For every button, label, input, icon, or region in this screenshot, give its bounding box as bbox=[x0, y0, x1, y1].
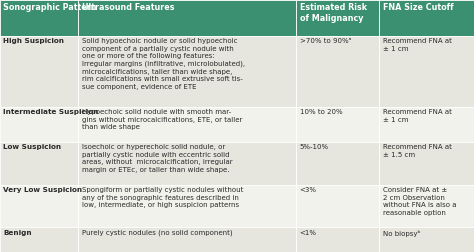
Bar bbox=[78, 142, 296, 185]
Bar bbox=[78, 227, 296, 252]
Bar bbox=[379, 227, 474, 252]
Text: Very Low Suspicion: Very Low Suspicion bbox=[3, 187, 82, 193]
Bar bbox=[78, 185, 296, 227]
Bar bbox=[296, 185, 379, 227]
Bar bbox=[379, 142, 474, 185]
Bar bbox=[296, 0, 379, 36]
Bar bbox=[296, 107, 379, 142]
Text: Low Suspicion: Low Suspicion bbox=[3, 144, 62, 150]
Bar bbox=[379, 36, 474, 107]
Bar bbox=[379, 0, 474, 36]
Text: No biopsyᵇ: No biopsyᵇ bbox=[383, 230, 420, 237]
Text: Spongiform or partially cystic nodules without
any of the sonographic features d: Spongiform or partially cystic nodules w… bbox=[82, 187, 243, 208]
Text: Ultrasound Features: Ultrasound Features bbox=[82, 3, 174, 12]
Text: Solid hypoechoic nodule or solid hypoechoic
component of a partially cystic nodu: Solid hypoechoic nodule or solid hypoech… bbox=[82, 38, 245, 90]
Text: Purely cystic nodules (no solid component): Purely cystic nodules (no solid componen… bbox=[82, 230, 232, 236]
Bar bbox=[78, 36, 296, 107]
Bar bbox=[296, 142, 379, 185]
Bar bbox=[0, 185, 78, 227]
Bar bbox=[0, 227, 78, 252]
Bar bbox=[78, 0, 296, 36]
Text: High Suspicion: High Suspicion bbox=[3, 38, 64, 44]
Text: 10% to 20%: 10% to 20% bbox=[300, 109, 342, 115]
Text: Benign: Benign bbox=[3, 230, 32, 236]
Bar bbox=[78, 107, 296, 142]
Bar bbox=[0, 107, 78, 142]
Bar bbox=[296, 227, 379, 252]
Text: Sonographic Pattern: Sonographic Pattern bbox=[3, 3, 97, 12]
Text: Intermediate Suspicion: Intermediate Suspicion bbox=[3, 109, 99, 115]
Bar bbox=[0, 36, 78, 107]
Text: <3%: <3% bbox=[300, 187, 317, 193]
Text: Recommend FNA at
± 1 cm: Recommend FNA at ± 1 cm bbox=[383, 38, 451, 52]
Text: Recommend FNA at
± 1 cm: Recommend FNA at ± 1 cm bbox=[383, 109, 451, 123]
Bar bbox=[0, 0, 78, 36]
Bar bbox=[379, 185, 474, 227]
Text: Estimated Risk
of Malignancy: Estimated Risk of Malignancy bbox=[300, 3, 367, 23]
Text: 5%-10%: 5%-10% bbox=[300, 144, 328, 150]
Text: Isoechoic or hyperechoic solid nodule, or
partially cystic nodule with eccentric: Isoechoic or hyperechoic solid nodule, o… bbox=[82, 144, 232, 173]
Text: Hypoechoic solid nodule with smooth mar-
gins without microcalcifications, ETE, : Hypoechoic solid nodule with smooth mar-… bbox=[82, 109, 242, 131]
Text: FNA Size Cutoff: FNA Size Cutoff bbox=[383, 3, 453, 12]
Text: <1%: <1% bbox=[300, 230, 317, 236]
Bar bbox=[379, 107, 474, 142]
Bar bbox=[0, 142, 78, 185]
Bar bbox=[296, 36, 379, 107]
Text: Consider FNA at ±
2 cm Observation
without FNA is also a
reasonable option: Consider FNA at ± 2 cm Observation witho… bbox=[383, 187, 456, 216]
Text: Recommend FNA at
± 1.5 cm: Recommend FNA at ± 1.5 cm bbox=[383, 144, 451, 158]
Text: >70% to 90%ᵃ: >70% to 90%ᵃ bbox=[300, 38, 351, 44]
